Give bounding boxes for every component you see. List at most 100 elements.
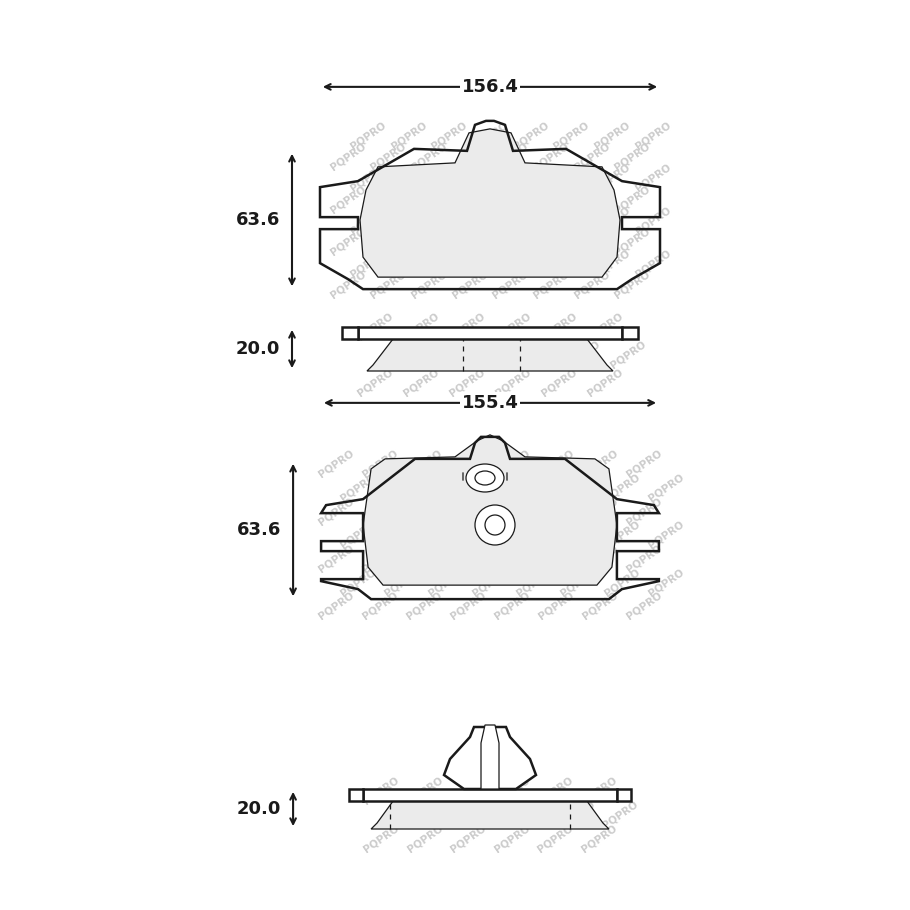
Text: PQPRO: PQPRO — [329, 184, 368, 215]
Text: PQPRO: PQPRO — [531, 227, 571, 258]
Text: PQPRO: PQPRO — [356, 368, 395, 399]
Text: PQPRO: PQPRO — [470, 162, 510, 194]
Text: PQPRO: PQPRO — [449, 775, 488, 807]
Polygon shape — [481, 725, 499, 789]
Text: PQPRO: PQPRO — [449, 496, 488, 527]
Text: PQPRO: PQPRO — [646, 472, 685, 503]
Text: PQPRO: PQPRO — [490, 184, 530, 215]
Text: 63.6: 63.6 — [236, 211, 280, 229]
Text: PQPRO: PQPRO — [405, 824, 444, 854]
Text: PQPRO: PQPRO — [362, 775, 401, 807]
Text: PQPRO: PQPRO — [360, 449, 399, 480]
Text: PQPRO: PQPRO — [450, 184, 490, 215]
Text: PQPRO: PQPRO — [424, 339, 463, 370]
Text: PQPRO: PQPRO — [410, 141, 449, 172]
Text: PQPRO: PQPRO — [612, 184, 652, 215]
Text: PQPRO: PQPRO — [514, 472, 553, 503]
Text: 155.4: 155.4 — [461, 394, 519, 412]
Text: PQPRO: PQPRO — [401, 368, 440, 399]
Text: PQPRO: PQPRO — [536, 775, 575, 807]
Text: PQPRO: PQPRO — [624, 496, 663, 527]
Text: PQPRO: PQPRO — [405, 775, 444, 807]
Text: PQPRO: PQPRO — [624, 449, 663, 480]
Text: PQPRO: PQPRO — [624, 543, 663, 574]
Text: PQPRO: PQPRO — [448, 368, 487, 399]
Text: PQPRO: PQPRO — [329, 269, 368, 300]
Bar — [622, 327, 638, 339]
Ellipse shape — [466, 464, 504, 492]
Text: PQPRO: PQPRO — [404, 543, 443, 574]
Text: PQPRO: PQPRO — [581, 449, 620, 480]
Text: PQPRO: PQPRO — [531, 141, 571, 172]
Text: PQPRO: PQPRO — [430, 119, 469, 151]
Text: PQPRO: PQPRO — [430, 162, 469, 194]
Text: PQPRO: PQPRO — [379, 339, 418, 370]
Text: PQPRO: PQPRO — [551, 248, 591, 279]
Text: PQPRO: PQPRO — [514, 520, 553, 551]
Text: PQPRO: PQPRO — [559, 567, 598, 598]
Text: PQPRO: PQPRO — [551, 162, 591, 194]
Text: PQPRO: PQPRO — [317, 496, 356, 527]
Text: PQPRO: PQPRO — [490, 269, 530, 300]
Text: PQPRO: PQPRO — [585, 311, 624, 343]
Text: PQPRO: PQPRO — [492, 543, 531, 574]
Text: PQPRO: PQPRO — [492, 824, 531, 854]
Text: PQPRO: PQPRO — [450, 269, 490, 300]
Text: PQPRO: PQPRO — [427, 520, 466, 551]
Text: PQPRO: PQPRO — [592, 248, 632, 279]
Text: PQPRO: PQPRO — [360, 496, 399, 527]
Text: PQPRO: PQPRO — [612, 269, 652, 300]
Text: PQPRO: PQPRO — [349, 205, 388, 237]
Text: PQPRO: PQPRO — [551, 205, 591, 237]
Text: PQPRO: PQPRO — [540, 311, 579, 343]
Text: PQPRO: PQPRO — [492, 775, 531, 807]
Text: PQPRO: PQPRO — [579, 824, 618, 854]
Text: PQPRO: PQPRO — [401, 311, 440, 343]
Text: PQPRO: PQPRO — [490, 227, 530, 258]
Text: PQPRO: PQPRO — [410, 269, 449, 300]
Text: PQPRO: PQPRO — [517, 339, 556, 370]
Text: PQPRO: PQPRO — [633, 248, 672, 279]
Text: PQPRO: PQPRO — [511, 119, 551, 151]
Text: PQPRO: PQPRO — [633, 162, 672, 194]
Text: PQPRO: PQPRO — [609, 339, 648, 370]
Text: PQPRO: PQPRO — [449, 591, 488, 622]
Text: PQPRO: PQPRO — [511, 162, 551, 194]
Text: PQPRO: PQPRO — [404, 496, 443, 527]
Text: PQPRO: PQPRO — [349, 162, 388, 194]
Text: PQPRO: PQPRO — [389, 119, 429, 151]
Text: 63.6: 63.6 — [237, 521, 281, 539]
Bar — [363, 789, 617, 801]
Text: PQPRO: PQPRO — [612, 227, 652, 258]
Text: PQPRO: PQPRO — [602, 472, 642, 503]
Text: PQPRO: PQPRO — [450, 227, 490, 258]
Circle shape — [475, 505, 515, 545]
Text: PQPRO: PQPRO — [536, 591, 575, 622]
Text: PQPRO: PQPRO — [470, 567, 510, 598]
Circle shape — [485, 515, 505, 535]
Text: PQPRO: PQPRO — [581, 591, 620, 622]
Text: PQPRO: PQPRO — [572, 269, 612, 300]
Text: PQPRO: PQPRO — [410, 227, 449, 258]
Text: PQPRO: PQPRO — [551, 119, 591, 151]
Text: PQPRO: PQPRO — [448, 311, 487, 343]
Text: PQPRO: PQPRO — [382, 472, 421, 503]
Text: PQPRO: PQPRO — [369, 184, 408, 215]
Text: PQPRO: PQPRO — [389, 162, 429, 194]
Text: PQPRO: PQPRO — [633, 205, 672, 237]
Text: PQPRO: PQPRO — [492, 496, 531, 527]
Bar — [617, 789, 631, 801]
Text: PQPRO: PQPRO — [581, 496, 620, 527]
Text: PQPRO: PQPRO — [389, 205, 429, 237]
Text: PQPRO: PQPRO — [329, 227, 368, 258]
Ellipse shape — [475, 471, 495, 485]
Text: PQPRO: PQPRO — [427, 799, 466, 831]
Text: PQPRO: PQPRO — [356, 311, 395, 343]
Text: PQPRO: PQPRO — [492, 449, 531, 480]
Text: PQPRO: PQPRO — [404, 449, 443, 480]
Text: PQPRO: PQPRO — [490, 141, 530, 172]
Text: PQPRO: PQPRO — [470, 248, 510, 279]
Text: PQPRO: PQPRO — [602, 520, 642, 551]
Text: PQPRO: PQPRO — [383, 799, 422, 831]
Text: PQPRO: PQPRO — [514, 567, 553, 598]
